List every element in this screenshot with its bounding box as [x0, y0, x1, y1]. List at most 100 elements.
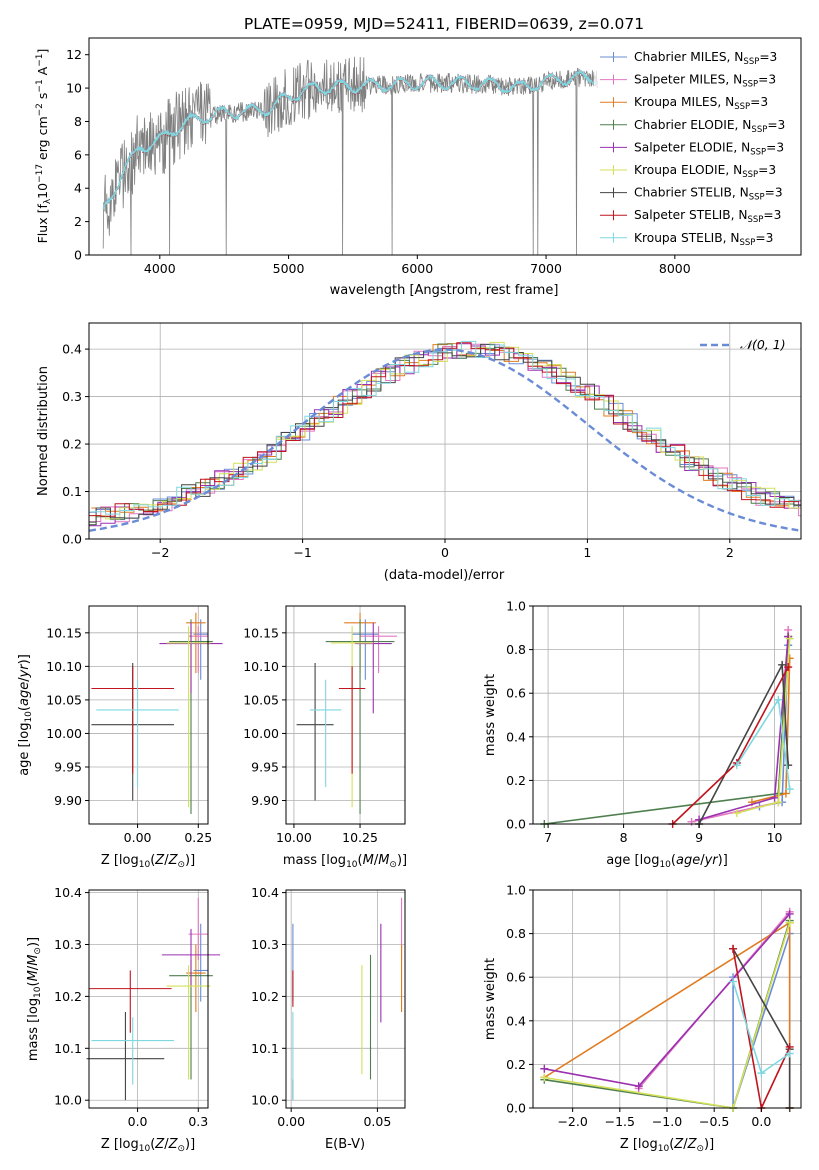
weight-marker: [774, 798, 783, 807]
y-tick-label: 0.2: [506, 773, 526, 788]
x-tick-label: 8000: [659, 261, 691, 276]
spectrum-data-line: [102, 56, 598, 256]
x-tick-label: 4000: [144, 261, 176, 276]
y-tick-label: 0.6: [506, 686, 526, 701]
model-spectrum-lines: [102, 68, 599, 211]
y-tick-label: 1.0: [506, 883, 526, 898]
legend-entry: Salpeter MILES, NSSP=3: [634, 73, 776, 90]
legend-entry: Chabrier ELODIE, NSSP=3: [634, 118, 785, 135]
y-tick-label: 10.3: [54, 937, 82, 952]
weight-marker: [785, 918, 794, 927]
normal-legend-label: 𝒩(0, 1): [740, 337, 786, 352]
weight-marker: [774, 695, 783, 704]
mass-z-xlabel: Z [log10(Z/Z⊙)]: [101, 1137, 195, 1154]
y-tick-label: 10.0: [251, 1093, 279, 1108]
y-tick-label: 0.3: [62, 389, 82, 404]
age-mass-xlabel: mass [log10(M/M⊙)]: [283, 853, 407, 870]
weight-marker: [770, 793, 779, 802]
y-tick-label: 10.05: [46, 692, 82, 707]
weight-marker: [729, 944, 738, 953]
y-tick-label: 9.95: [251, 759, 279, 774]
x-tick-label: 0: [441, 545, 449, 560]
y-tick-label: 0.4: [506, 1013, 526, 1028]
y-tick-label: 9.95: [54, 759, 82, 774]
figure-title: PLATE=0959, MJD=52411, FIBERID=0639, z=0…: [244, 15, 644, 33]
y-tick-label: 0.8: [506, 926, 526, 941]
y-tick-label: 0.0: [506, 817, 526, 832]
weight-z-ylabel: mass weight: [483, 958, 498, 1040]
y-tick-label: 10.15: [46, 625, 82, 640]
residual-histogram: [91, 340, 801, 515]
mass-vs-metallicity-panel: 0.0 0.3 10.0 10.1 10.2 10.3 10.4 Z [log10(Z/Z⊙…: [26, 885, 221, 1154]
age-z-xlabel: Z [log10(Z/Z⊙)]: [101, 853, 195, 870]
weight-line: [544, 636, 789, 825]
weight-marker: [540, 1064, 549, 1073]
x-tick-label: 0.0: [751, 1114, 771, 1129]
x-tick-label: 5000: [273, 261, 305, 276]
weight-marker: [634, 1082, 643, 1091]
x-tick-label: −1.5: [605, 1114, 635, 1129]
y-tick-label: 0.2: [62, 437, 82, 452]
x-tick-label: 0.0: [128, 1114, 148, 1129]
y-tick-label: 10.3: [251, 937, 279, 952]
x-tick-label: −0.5: [699, 1114, 729, 1129]
x-tick-label: 1: [583, 545, 591, 560]
weight-marker: [784, 761, 793, 770]
residual-histogram: [89, 343, 801, 527]
age-z-ylabel: age [log10(age/yr)]: [17, 654, 34, 776]
y-tick-label: 9.90: [54, 793, 82, 808]
y-tick-label: 10.05: [243, 692, 279, 707]
legend-box: [594, 43, 799, 251]
y-tick-label: 10.15: [243, 625, 279, 640]
y-tick-label: 10.1: [251, 1041, 279, 1056]
weight-marker: [781, 789, 790, 798]
y-tick-label: 10.0: [54, 1093, 82, 1108]
y-tick-label: 10.00: [243, 726, 279, 741]
y-tick-label: 10.4: [54, 885, 82, 900]
x-tick-label: 0.00: [277, 1114, 305, 1129]
weight-marker: [540, 1073, 549, 1082]
mass-ebv-xlabel: E(B-V): [325, 1137, 365, 1152]
x-tick-label: 9: [695, 830, 703, 845]
weight-age-xlabel: age [log10(age/yr)]: [606, 853, 728, 870]
y-tick-label: 10: [66, 81, 82, 96]
mass-z-ylabel: mass [log10(M/M⊙)]: [26, 937, 43, 1061]
normal-curve: [88, 348, 799, 532]
y-tick-label: 6: [74, 147, 82, 162]
residuals-panel: −2 −1 0 1 2 0.0 0.1 0.2 0.3 0.4 𝒩(0, 1) (data-mod…: [36, 322, 802, 583]
weight-vs-age-panel: 7 8 9 10 0.0 0.2 0.4 0.6 0.8 1.0 age [log10(age/y…: [483, 599, 802, 870]
residual-histogram: [89, 343, 801, 526]
y-tick-label: 0.4: [62, 342, 82, 357]
residual-histogram: [89, 342, 801, 517]
weight-marker: [732, 761, 741, 770]
y-tick-label: 8: [74, 114, 82, 129]
weight-marker: [784, 663, 793, 672]
weight-marker: [785, 634, 794, 643]
residual-histogram: [91, 343, 801, 513]
y-tick-label: 0.6: [506, 970, 526, 985]
y-tick-label: 0: [74, 248, 82, 263]
legend-entry: Salpeter STELIB, NSSP=3: [634, 208, 781, 225]
legend-entry: Chabrier STELIB, NSSP=3: [634, 186, 783, 203]
weight-marker: [785, 785, 794, 794]
weight-marker: [732, 809, 741, 818]
x-tick-label: −2.0: [557, 1114, 587, 1129]
x-tick-label: 0.3: [188, 1114, 208, 1129]
y-tick-label: 4: [74, 181, 82, 196]
x-tick-label: 0.25: [184, 830, 212, 845]
x-tick-label: 10: [767, 830, 783, 845]
x-tick-label: −1.0: [652, 1114, 682, 1129]
x-tick-label: 10.25: [342, 830, 378, 845]
residual-histogram: [91, 341, 801, 520]
age-vs-mass-panel: 10.00 10.25 9.90 9.95 10.00 10.05 10.10 10.15 m…: [243, 605, 407, 870]
y-tick-label: 10.2: [54, 989, 82, 1004]
y-tick-label: 10.10: [243, 659, 279, 674]
y-tick-label: 0.0: [506, 1101, 526, 1116]
weight-z-xlabel: Z [log10(Z/Z⊙)]: [620, 1137, 714, 1154]
x-tick-label: −2: [151, 545, 169, 560]
weight-marker: [687, 817, 696, 826]
weight-marker: [757, 1069, 766, 1078]
y-tick-label: 0.2: [506, 1057, 526, 1072]
x-tick-label: 0.05: [363, 1114, 391, 1129]
